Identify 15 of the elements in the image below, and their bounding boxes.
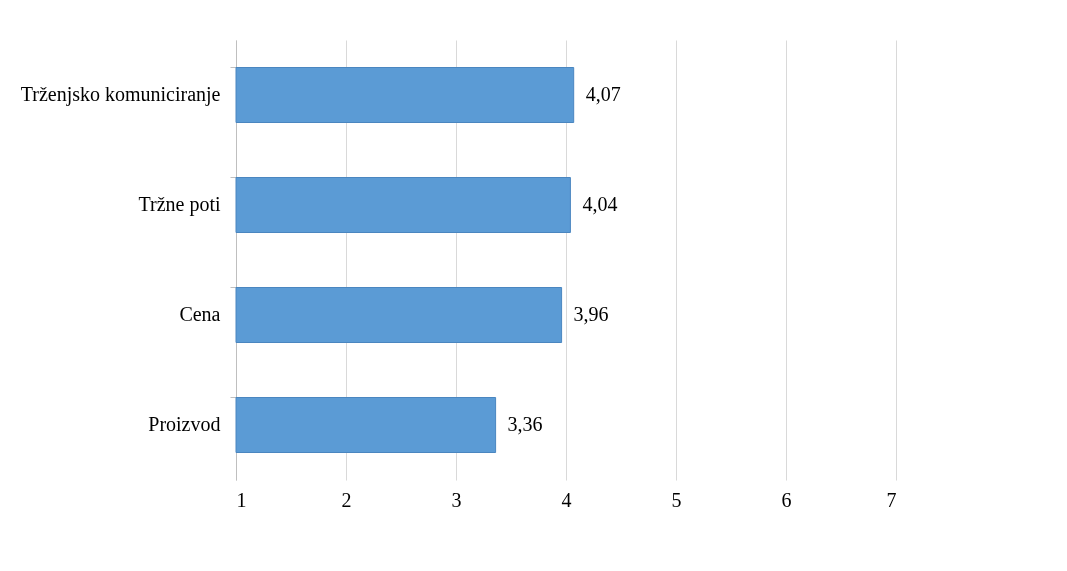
x-tick-label: 3 [451,488,462,511]
data-label: 4,07 [585,83,621,105]
y-tick-label: Tržne poti [138,193,221,216]
x-tick-label: 5 [671,488,682,511]
x-tick-label: 4 [561,488,572,511]
data-label: 4,04 [582,193,618,215]
x-tick-label: 2 [341,488,352,511]
y-tick-label: Trženjsko komuniciranje [20,83,221,106]
x-tick-label: 1 [236,488,247,511]
y-tick-label: Cena [179,303,221,325]
x-tick-label: 6 [781,488,792,511]
x-tick-label: 7 [886,488,897,511]
y-tick-label: Proizvod [148,413,221,435]
data-label: 3,96 [573,303,609,325]
data-label: 3,36 [507,413,543,435]
